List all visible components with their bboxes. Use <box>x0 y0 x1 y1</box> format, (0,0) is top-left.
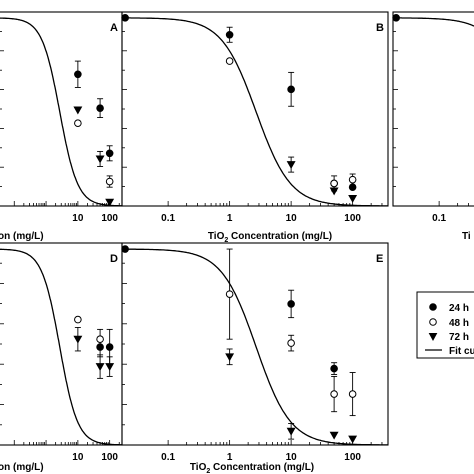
data-point-72h <box>95 363 105 372</box>
data-point-24h <box>121 14 129 22</box>
data-point-48h <box>74 119 82 128</box>
data-point-24h <box>287 300 295 308</box>
data-point-48h <box>74 315 82 324</box>
data-point-48h <box>105 177 114 186</box>
data-point-24h <box>330 364 338 373</box>
legend-label-72h: 72 h <box>449 332 469 343</box>
x-axis-title-c-cropped: Ti <box>462 231 471 242</box>
legend-marker-24h <box>429 303 437 311</box>
data-point-48h <box>330 179 338 188</box>
legend-label-24h: 24 h <box>449 303 469 314</box>
data-point-72h <box>329 187 339 196</box>
panel-e-x-tick-label: 10 <box>286 452 298 463</box>
x-axis-title-e: TiO2 Concentration (mg/L) <box>190 462 314 474</box>
data-point-72h <box>286 161 296 170</box>
panel-e-x-tick-label: 0.1 <box>161 452 175 463</box>
data-point-72h <box>73 335 83 344</box>
legend-marker-72h <box>428 333 438 342</box>
panel-d: D 10 100 <box>0 242 123 463</box>
panel-d-letter: D <box>110 253 118 265</box>
panel-e-x-tick-label: 1 <box>227 452 233 463</box>
data-point-72h <box>73 106 83 115</box>
panel-d-x-tick-label: 100 <box>101 452 118 463</box>
panel-e-letter: E <box>376 253 383 265</box>
panel-d-x-tick-label: 10 <box>72 452 84 463</box>
panel-c-frame <box>392 11 474 207</box>
panel-b-x-tick-label: 10 <box>286 213 298 224</box>
panel-c: C0.1 <box>392 11 474 224</box>
data-point-72h <box>329 431 339 440</box>
panel-a: A 10 100 <box>0 11 123 224</box>
panel-a-letter: A <box>110 22 118 34</box>
legend-box <box>416 291 474 359</box>
panel-c-fit-curve <box>393 17 474 27</box>
data-point-24h <box>96 104 104 112</box>
panel-b-x-tick-label: 0.1 <box>161 213 175 224</box>
panel-b: B 0.1 1 10 100 <box>121 11 389 224</box>
x-axis-title-b: TiO2 Concentration (mg/L) <box>208 231 332 244</box>
panel-e-fit-curve <box>122 248 388 445</box>
data-point-24h <box>287 85 295 94</box>
data-point-48h <box>348 390 357 398</box>
data-point-24h <box>105 149 114 158</box>
panel-d-fit-curve <box>0 248 122 445</box>
data-point-48h <box>330 390 338 398</box>
panel-c-x-tick-label: 0.1 <box>432 213 446 224</box>
panel-e: E 0.1 1 10 100 <box>121 242 389 463</box>
data-point-48h <box>225 290 234 298</box>
data-point-72h <box>225 353 235 362</box>
data-point-48h <box>348 175 357 184</box>
data-point-48h <box>287 339 295 347</box>
data-point-72h <box>105 363 115 372</box>
x-axis-title-a-cropped: on (mg/L) <box>0 231 44 242</box>
panel-a-x-tick-label: 10 <box>72 213 84 224</box>
data-point-72h <box>286 427 296 436</box>
data-point-72h <box>348 194 358 203</box>
data-point-24h <box>121 245 129 253</box>
data-point-48h <box>96 335 104 343</box>
data-point-24h <box>105 343 114 351</box>
x-axis-title-d-cropped: on (mg/L) <box>0 462 44 473</box>
data-point-48h <box>225 57 234 65</box>
legend-label-fit: Fit cu <box>449 346 474 357</box>
panel-e-x-tick-label: 100 <box>344 452 361 463</box>
legend-label-48h: 48 h <box>449 318 469 329</box>
data-point-24h <box>392 14 400 22</box>
panel-b-x-tick-label: 100 <box>344 213 361 224</box>
data-point-72h <box>95 155 105 164</box>
legend-marker-48h <box>429 318 437 326</box>
panel-b-letter: B <box>376 22 384 34</box>
panel-b-x-tick-label: 1 <box>227 213 233 224</box>
panel-d-frame <box>0 242 123 446</box>
data-point-24h <box>225 30 234 39</box>
panel-a-x-tick-label: 100 <box>101 213 118 224</box>
data-point-72h <box>348 435 358 444</box>
panel-b-fit-curve <box>122 17 388 206</box>
data-point-72h <box>105 198 115 207</box>
legend: 24 h 48 h 72 h Fit cu <box>416 291 474 359</box>
panel-a-fit-curve <box>0 17 122 206</box>
data-point-24h <box>74 70 82 79</box>
